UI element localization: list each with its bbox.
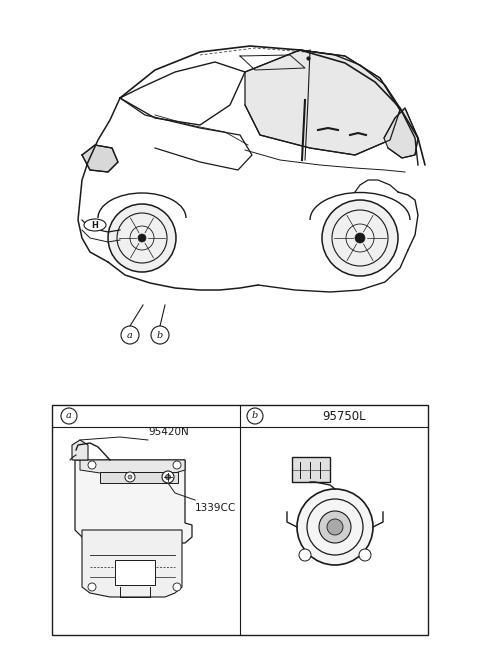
Text: b: b	[252, 411, 258, 421]
Circle shape	[322, 200, 398, 276]
Circle shape	[125, 472, 135, 482]
Circle shape	[173, 461, 181, 469]
Polygon shape	[82, 145, 118, 172]
Circle shape	[88, 583, 96, 591]
Text: H: H	[92, 221, 98, 229]
Circle shape	[359, 549, 371, 561]
Bar	[292, 457, 330, 482]
Text: 1339CC: 1339CC	[195, 503, 236, 513]
Circle shape	[128, 475, 132, 479]
Circle shape	[355, 233, 365, 243]
Circle shape	[88, 461, 96, 469]
Circle shape	[247, 408, 263, 424]
Polygon shape	[384, 108, 418, 158]
Polygon shape	[100, 472, 178, 483]
Text: b: b	[157, 331, 163, 339]
Circle shape	[297, 489, 373, 565]
Circle shape	[61, 408, 77, 424]
Bar	[52, 405, 428, 635]
Circle shape	[138, 234, 146, 242]
Circle shape	[108, 204, 176, 272]
Polygon shape	[80, 460, 185, 473]
Circle shape	[173, 583, 181, 591]
Circle shape	[162, 471, 174, 483]
Text: a: a	[127, 331, 133, 339]
Polygon shape	[82, 530, 182, 597]
Ellipse shape	[84, 219, 106, 231]
Polygon shape	[245, 50, 400, 155]
Text: 95750L: 95750L	[322, 409, 366, 422]
Circle shape	[299, 549, 311, 561]
Circle shape	[121, 326, 139, 344]
Circle shape	[151, 326, 169, 344]
Circle shape	[319, 511, 351, 543]
Text: 95420N: 95420N	[148, 427, 189, 437]
Polygon shape	[115, 560, 155, 585]
Polygon shape	[72, 440, 88, 460]
Polygon shape	[75, 460, 192, 543]
Text: a: a	[66, 411, 72, 421]
Circle shape	[327, 519, 343, 535]
Circle shape	[166, 474, 170, 479]
